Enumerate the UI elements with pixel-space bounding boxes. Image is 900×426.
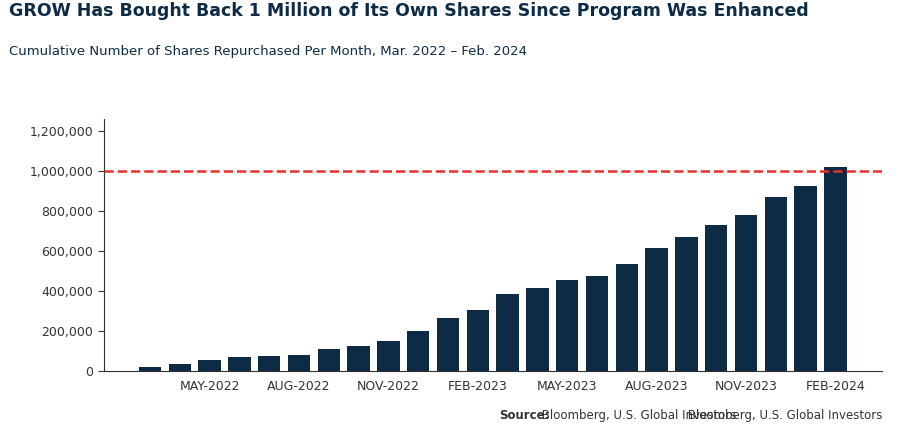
Bar [467,310,489,371]
Bar [436,318,459,371]
Text: Bloomberg, U.S. Global Investors: Bloomberg, U.S. Global Investors [684,409,882,422]
Text: Source:: Source: [500,409,550,422]
Bar [675,237,698,371]
Bar [645,248,668,371]
Bar [377,341,400,371]
Bar [497,294,518,371]
Bar [824,167,847,371]
Bar [258,356,281,371]
Bar [318,348,340,371]
Bar [229,357,250,371]
Bar [705,225,727,371]
Bar [288,355,310,371]
Bar [556,280,579,371]
Bar [526,288,549,371]
Bar [765,198,787,371]
Bar [139,367,161,371]
Text: Cumulative Number of Shares Repurchased Per Month, Mar. 2022 – Feb. 2024: Cumulative Number of Shares Repurchased … [9,45,527,58]
Bar [199,360,220,371]
Bar [347,345,370,371]
Bar [735,216,757,371]
Bar [586,276,608,371]
Bar [407,331,429,371]
Bar [616,264,638,371]
Text: GROW Has Bought Back 1 Million of Its Own Shares Since Program Was Enhanced: GROW Has Bought Back 1 Million of Its Ow… [9,2,809,20]
Text: Bloomberg, U.S. Global Investors: Bloomberg, U.S. Global Investors [538,409,736,422]
Bar [168,364,191,371]
Bar [795,186,817,371]
